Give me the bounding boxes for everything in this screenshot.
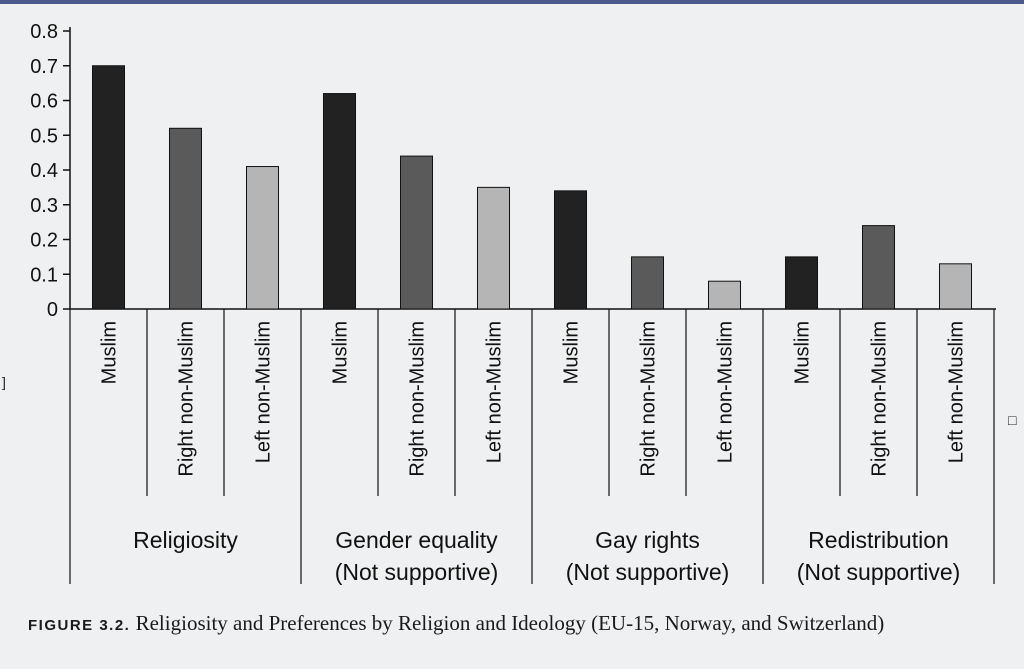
y-tick-label: 0.3 bbox=[30, 195, 58, 217]
group-label: (Not supportive) bbox=[335, 559, 499, 585]
bar bbox=[400, 155, 433, 310]
bar-category-label: Right non-Muslim bbox=[869, 321, 891, 477]
bar-category-label: Muslim bbox=[792, 321, 814, 384]
y-tick-label: 0.1 bbox=[30, 264, 58, 286]
bar bbox=[862, 225, 895, 310]
y-tick-label: 0.7 bbox=[30, 56, 58, 78]
group-label: Redistribution bbox=[808, 527, 949, 553]
bar-category-label: Left non-Muslim bbox=[253, 321, 275, 463]
bar bbox=[785, 256, 818, 310]
bar-chart: 0 0.1 0.2 0.3 0.4 0.5 0.6 0.7 0.8 Muslim Right non… bbox=[30, 21, 996, 585]
bar-category-label: Right non-Muslim bbox=[638, 321, 660, 477]
group-label: Gender equality bbox=[335, 527, 498, 553]
bar bbox=[631, 256, 664, 310]
square-mark: □ bbox=[1008, 412, 1017, 428]
bar-category-label: Left non-Muslim bbox=[484, 321, 506, 463]
bar bbox=[323, 93, 356, 310]
bar bbox=[169, 127, 202, 310]
bar-category-label: Right non-Muslim bbox=[407, 321, 429, 477]
bar bbox=[554, 190, 587, 310]
y-tick-label: 0.8 bbox=[30, 21, 58, 43]
y-tick-label: 0.2 bbox=[30, 230, 58, 252]
y-tick-label: 0 bbox=[47, 299, 58, 321]
bar-category-label: Muslim bbox=[561, 321, 583, 384]
bracket-mark: ] bbox=[2, 374, 6, 390]
figure-caption: FIGURE 3.2. Religiosity and Preferences … bbox=[28, 608, 1008, 641]
bar-category-label: Right non-Muslim bbox=[176, 321, 198, 477]
caption-label: FIGURE 3.2. bbox=[28, 617, 131, 634]
caption-text: Religiosity and Preferences by Religion … bbox=[130, 611, 885, 635]
y-tick-label: 0.5 bbox=[30, 125, 58, 147]
bar-category-label: Left non-Muslim bbox=[715, 321, 737, 463]
bar bbox=[939, 263, 972, 310]
bar-category-label: Muslim bbox=[330, 321, 352, 384]
y-tick-label: 0.4 bbox=[30, 160, 58, 182]
y-tick-label: 0.6 bbox=[30, 91, 58, 113]
bar bbox=[708, 280, 741, 310]
group-label: Religiosity bbox=[133, 527, 238, 553]
bar-category-label: Muslim bbox=[99, 321, 121, 384]
bar-category-label: Left non-Muslim bbox=[946, 321, 968, 463]
group-label: (Not supportive) bbox=[797, 559, 961, 585]
bar bbox=[477, 186, 510, 310]
bar bbox=[246, 166, 279, 310]
group-label: (Not supportive) bbox=[566, 559, 730, 585]
bar bbox=[92, 65, 125, 310]
group-label: Gay rights bbox=[595, 527, 700, 553]
